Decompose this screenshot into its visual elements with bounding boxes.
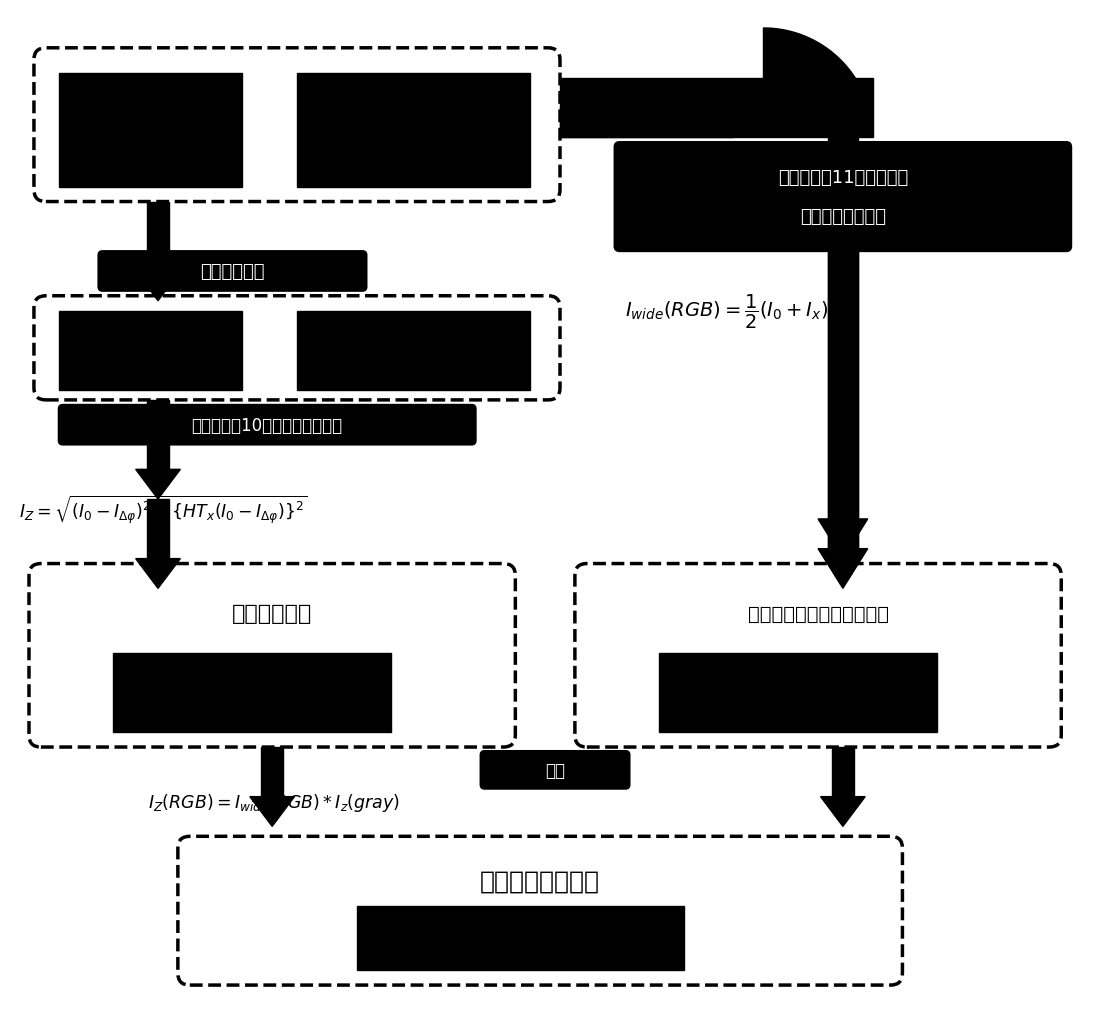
Text: 条纹的彩色宽场图: 条纹的彩色宽场图 <box>800 208 886 226</box>
FancyBboxPatch shape <box>480 751 629 789</box>
Polygon shape <box>136 470 180 499</box>
Polygon shape <box>250 797 295 826</box>
Bar <box>828 138 858 549</box>
Bar <box>297 312 530 390</box>
Bar <box>560 108 858 138</box>
Polygon shape <box>136 559 180 589</box>
FancyBboxPatch shape <box>575 564 1062 747</box>
Text: $I_Z(RGB) = I_{wide}(RGB) * I_z(gray)$: $I_Z(RGB) = I_{wide}(RGB) * I_z(gray)$ <box>148 791 400 813</box>
Text: 转换为灰度图: 转换为灰度图 <box>200 263 264 280</box>
Bar <box>297 73 530 187</box>
Text: $I_Z = \sqrt{(I_0 - I_{\Delta\varphi})^2 + \{HT_x(I_0 - I_{\Delta\varphi})\}^2}$: $I_Z = \sqrt{(I_0 - I_{\Delta\varphi})^2… <box>19 493 308 526</box>
Polygon shape <box>821 797 866 826</box>
Text: $I_{wide}(RGB) = \dfrac{1}{2}(I_0 + I_x)$: $I_{wide}(RGB) = \dfrac{1}{2}(I_0 + I_x)… <box>625 292 828 330</box>
FancyBboxPatch shape <box>34 297 560 400</box>
Bar <box>58 312 242 390</box>
Text: 得到去除条纹的彩色宽场图: 得到去除条纹的彩色宽场图 <box>747 604 888 623</box>
Text: 得到彩色光切片图: 得到彩色光切片图 <box>480 869 600 893</box>
Bar <box>261 747 283 797</box>
Polygon shape <box>764 29 872 138</box>
Bar <box>113 653 391 733</box>
Polygon shape <box>818 549 868 589</box>
Bar <box>828 138 858 549</box>
FancyBboxPatch shape <box>615 143 1071 252</box>
Polygon shape <box>818 520 868 559</box>
Polygon shape <box>136 272 180 302</box>
FancyBboxPatch shape <box>34 49 560 203</box>
FancyBboxPatch shape <box>58 406 476 445</box>
Bar <box>58 73 242 187</box>
FancyBboxPatch shape <box>178 837 903 985</box>
Text: 得到光切片图: 得到光切片图 <box>232 603 312 624</box>
Bar <box>660 653 937 733</box>
Bar <box>147 499 169 559</box>
FancyBboxPatch shape <box>99 252 366 291</box>
Text: 相乘: 相乘 <box>545 761 564 780</box>
Bar <box>147 203 169 272</box>
FancyBboxPatch shape <box>29 564 515 747</box>
Bar <box>832 747 853 797</box>
Text: 按照公式（11）得到去除: 按照公式（11）得到去除 <box>777 168 908 186</box>
Bar <box>356 906 684 970</box>
Bar <box>147 400 169 470</box>
Polygon shape <box>734 103 872 217</box>
Text: 按照公式（10）进行光切片处理: 按照公式（10）进行光切片处理 <box>192 417 343 434</box>
Bar <box>560 78 872 138</box>
